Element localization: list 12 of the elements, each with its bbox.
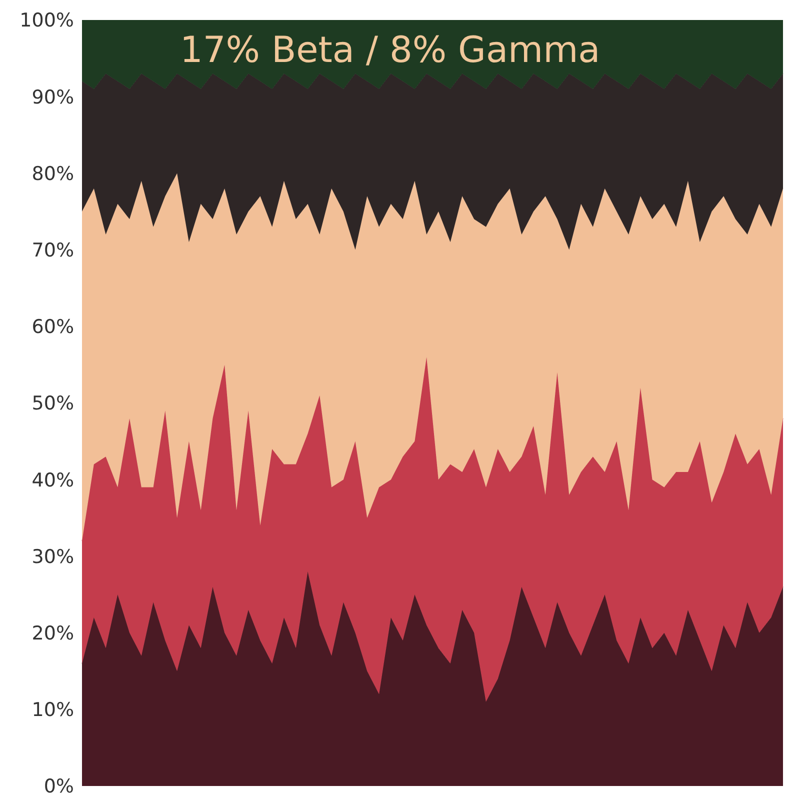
y-tick-label: 0% (44, 776, 74, 798)
annotation: 17% Beta / 8% Gamma (180, 30, 600, 71)
y-tick-label: 50% (32, 392, 74, 415)
y-tick-label: 10% (32, 699, 74, 722)
y-tick-label: 30% (32, 546, 74, 568)
y-tick-label: 40% (32, 469, 74, 492)
y-tick-label: 80% (32, 162, 74, 185)
y-tick-label: 60% (32, 316, 74, 338)
y-tick-label: 70% (32, 240, 74, 262)
y-tick-label: 100% (20, 10, 74, 32)
y-tick-label: 90% (32, 86, 74, 108)
y-tick-label: 20% (32, 622, 74, 645)
